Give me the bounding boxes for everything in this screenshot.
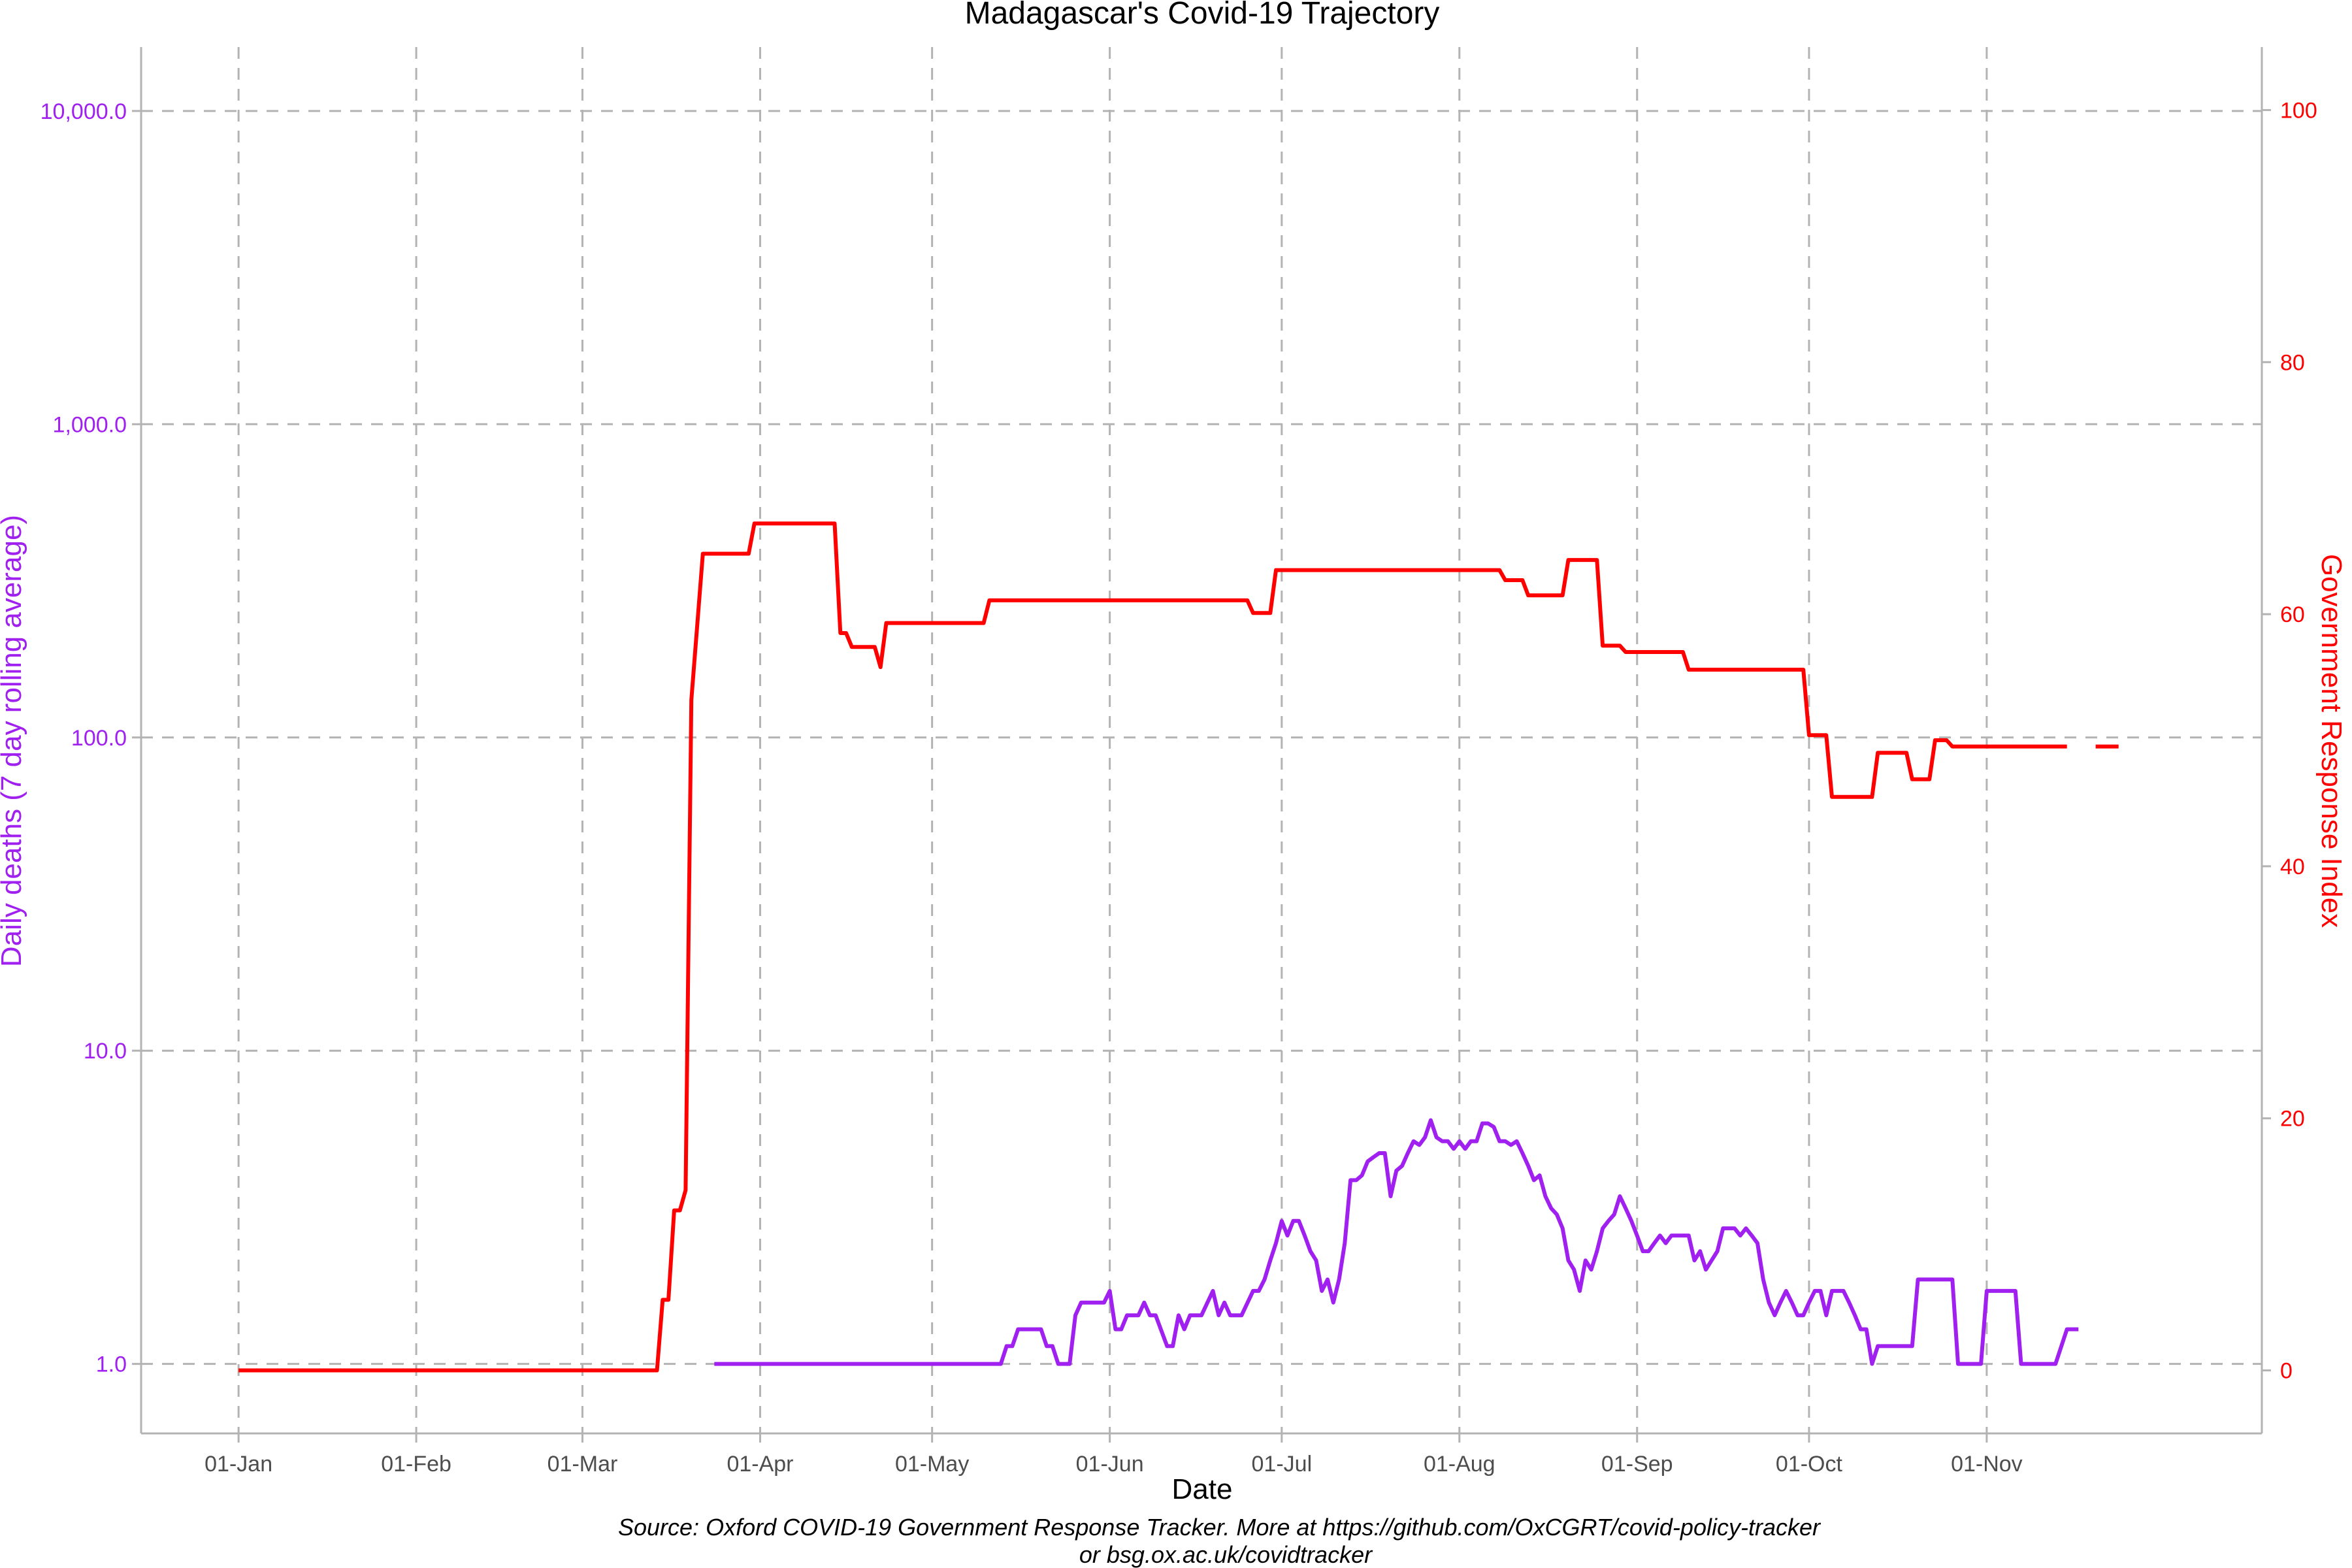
right-y-tick-label: 40	[2280, 855, 2305, 879]
left-y-tick-label: 10.0	[84, 1039, 127, 1064]
x-axis-label: Date	[1172, 1473, 1233, 1505]
right-y-axis-label: Government Response Index	[2315, 554, 2347, 928]
left-y-tick-label: 1.0	[96, 1352, 127, 1377]
x-tick-label: 01-Jul	[1252, 1452, 1313, 1477]
axes	[132, 47, 2271, 1443]
x-tick-label: 01-Mar	[547, 1452, 618, 1477]
response-index-line	[238, 521, 2067, 1373]
source-caption-line-1: Source: Oxford COVID-19 Government Respo…	[618, 1514, 1821, 1541]
left-y-tick-label: 100.0	[71, 726, 127, 751]
left-y-tick-label: 10,000.0	[41, 99, 127, 124]
x-tick-label: 01-Oct	[1776, 1452, 1843, 1477]
x-tick-label: 01-Nov	[1951, 1452, 2023, 1477]
right-y-tick-label: 60	[2280, 602, 2305, 627]
x-tick-label: 01-Apr	[727, 1452, 793, 1477]
right-y-tick-label: 0	[2280, 1359, 2293, 1384]
right-y-tick-label: 80	[2280, 350, 2305, 375]
x-tick-label: 01-Sep	[1601, 1452, 1673, 1477]
source-caption-line-2: or bsg.ox.ac.uk/covidtracker	[1079, 1541, 1373, 1568]
x-tick-label: 01-Jun	[1076, 1452, 1144, 1477]
right-y-tick-label: 100	[2280, 98, 2317, 123]
tick-labels: 01-Jan 01-Feb 01-Mar 01-Apr 01-May 01-Jun 01-J…	[41, 98, 2317, 1477]
series	[238, 521, 2119, 1373]
chart-title: Madagascar's Covid-19 Trajectory	[965, 0, 1440, 31]
x-tick-label: 01-May	[895, 1452, 969, 1477]
x-tick-label: 01-Aug	[1424, 1452, 1495, 1477]
left-y-axis-label: Daily deaths (7 day rolling average)	[0, 515, 27, 967]
gridlines	[141, 47, 2262, 1433]
x-tick-label: 01-Jan	[204, 1452, 272, 1477]
daily-deaths-line	[714, 1118, 2079, 1366]
right-y-tick-label: 20	[2280, 1107, 2305, 1132]
left-y-tick-label: 1,000.0	[53, 412, 127, 437]
x-tick-label: 01-Feb	[381, 1452, 451, 1477]
